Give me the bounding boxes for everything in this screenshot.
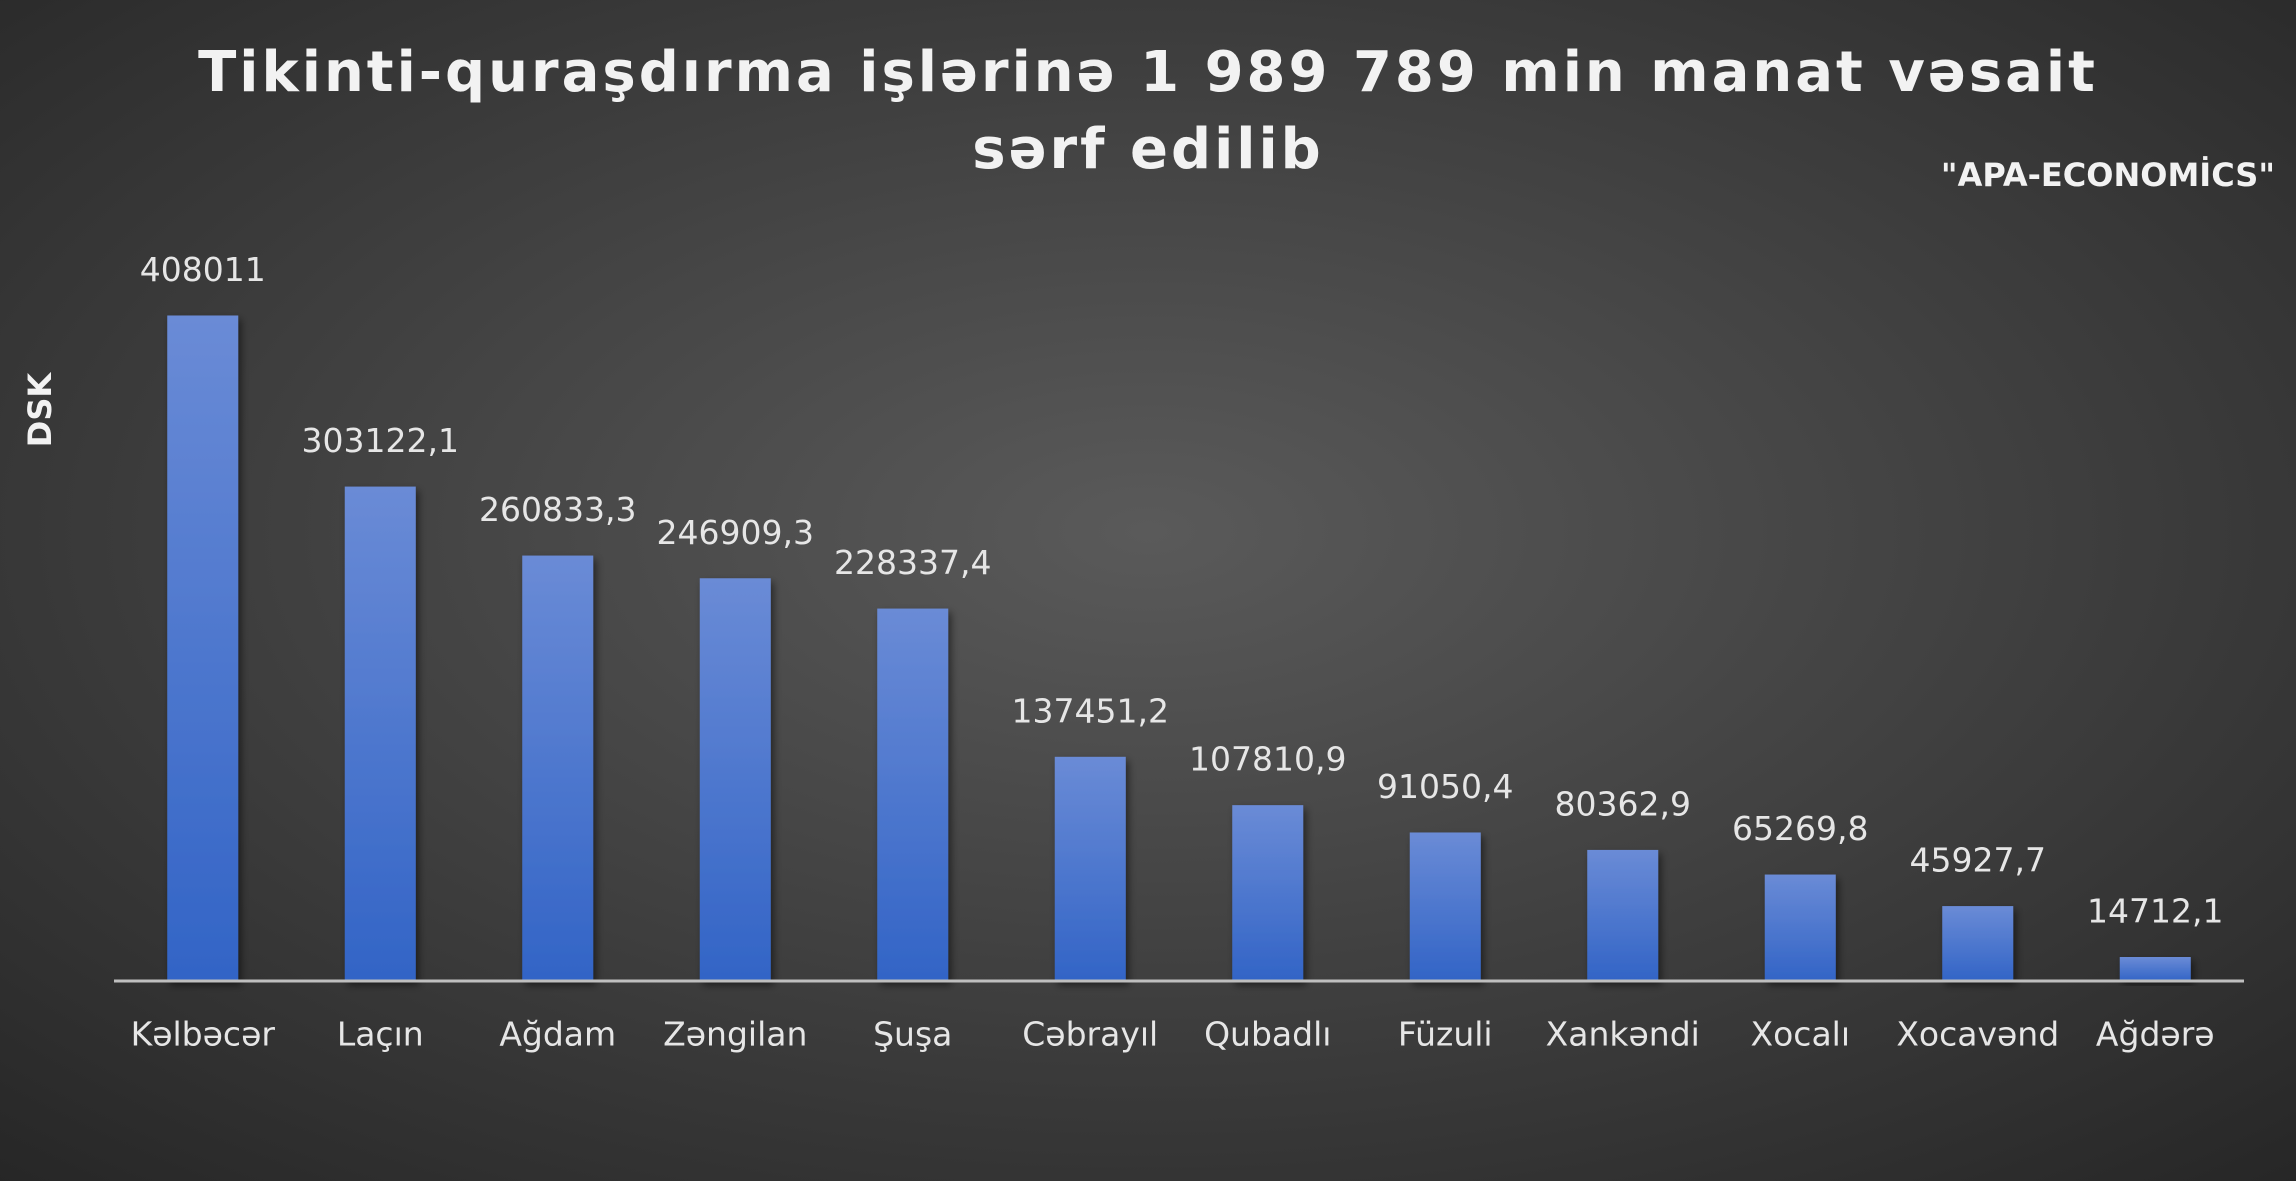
bar bbox=[344, 486, 416, 981]
value-label: 408011 bbox=[140, 250, 266, 289]
x-tick-label: Zəngilan bbox=[663, 1015, 807, 1054]
x-tick-label: Xankəndi bbox=[1546, 1015, 1700, 1054]
value-label: 107810,9 bbox=[1189, 740, 1346, 779]
bar bbox=[699, 578, 771, 981]
value-label: 303122,1 bbox=[302, 421, 459, 460]
value-label: 260833,3 bbox=[479, 490, 636, 529]
source-label: "APA-ECONOMİCS" bbox=[1941, 156, 2275, 194]
bar bbox=[522, 555, 594, 981]
bar bbox=[1587, 849, 1659, 981]
bar bbox=[1054, 756, 1126, 981]
bar bbox=[877, 608, 949, 981]
x-tick-label: Ağdərə bbox=[2096, 1015, 2215, 1054]
x-tick-label: Laçın bbox=[337, 1015, 424, 1054]
x-tick-label: Xocalı bbox=[1751, 1015, 1851, 1054]
value-label: 91050,4 bbox=[1377, 767, 1513, 806]
y-axis-label: DSK bbox=[21, 372, 59, 448]
value-label: 65269,8 bbox=[1732, 809, 1868, 848]
x-tick-label: Şuşa bbox=[873, 1015, 952, 1054]
value-label: 137451,2 bbox=[1012, 691, 1169, 730]
value-label: 14712,1 bbox=[2087, 892, 2223, 931]
value-label: 228337,4 bbox=[834, 543, 991, 582]
value-label: 45927,7 bbox=[1910, 841, 2046, 880]
chart-title: Tikinti-quraşdırma işlərinə 1 989 789 mi… bbox=[198, 40, 2098, 105]
bar bbox=[1232, 805, 1304, 981]
value-label: 246909,3 bbox=[657, 513, 814, 552]
bar bbox=[2119, 957, 2191, 981]
bar bbox=[167, 315, 239, 981]
bar bbox=[1942, 906, 2014, 981]
x-tick-label: Cəbrayıl bbox=[1022, 1015, 1158, 1054]
value-label: 80362,9 bbox=[1555, 784, 1691, 823]
x-tick-label: Kəlbəcər bbox=[131, 1015, 276, 1054]
bar bbox=[1409, 832, 1481, 981]
chart-title: sərf edilib bbox=[972, 117, 1324, 182]
x-tick-label: Qubadlı bbox=[1204, 1015, 1331, 1054]
x-tick-label: Ağdam bbox=[499, 1015, 616, 1054]
bar bbox=[1764, 874, 1836, 981]
x-tick-label: Füzuli bbox=[1398, 1015, 1493, 1054]
x-tick-label: Xocavənd bbox=[1896, 1015, 2059, 1054]
